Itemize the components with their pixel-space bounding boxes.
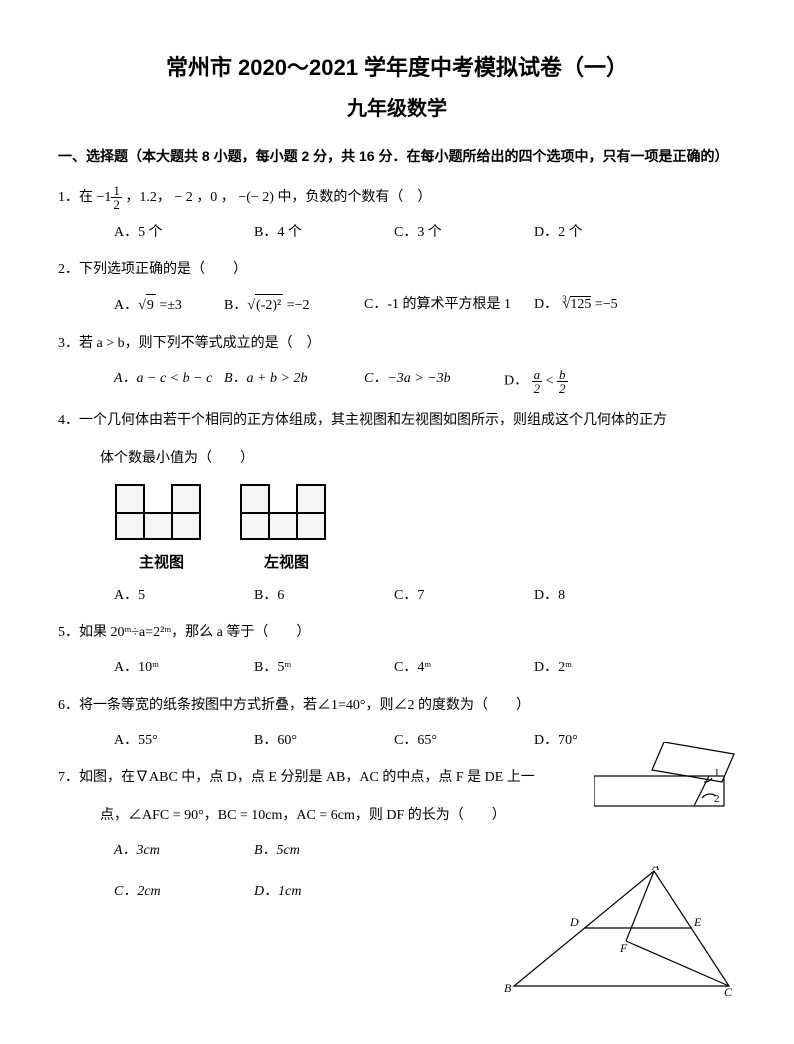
q1-mid2: ，0 ，: [196, 190, 235, 205]
q4-opt-c: C．7: [394, 585, 534, 607]
q3d-a-den: 2: [532, 382, 543, 395]
q2d-post: =−5: [591, 297, 617, 312]
q4-l2: 体个数最小值为（ ）: [58, 445, 736, 473]
fold-label-2: 2: [714, 793, 720, 805]
q7-opt-a: A．3cm: [114, 840, 254, 862]
q1-mid1: ，1.2，: [125, 190, 171, 205]
q5-opt-d: D．2ᵐ: [534, 657, 674, 679]
q1-text: 1．在 −112 ，1.2， − 2 ，0 ， −(− 2) 中，负数的个数有（…: [58, 184, 736, 212]
q3-opt-b: B．a + b > 2b: [224, 368, 364, 395]
q3d-frac-a: a2: [532, 368, 543, 395]
tri-label-f: F: [619, 941, 628, 955]
q4-options: A．5 B．6 C．7 D．8: [58, 585, 736, 607]
left-view-icon: [239, 483, 334, 541]
q1-expr: −(− 2): [238, 190, 274, 205]
q6-text: 6．将一条等宽的纸条按图中方式折叠，若∠1=40°，则∠2 的度数为（ ）: [58, 692, 736, 720]
q3d-b-den: 2: [557, 382, 568, 395]
q2d-rad: 125: [570, 296, 591, 312]
q2a-pre: A．: [114, 298, 138, 313]
q3-text: 3．若 a > b，则下列不等式成立的是（ ）: [58, 330, 736, 358]
q4-opt-b: B．6: [254, 585, 394, 607]
main-view-block: 主视图: [114, 483, 209, 575]
question-2: 2．下列选项正确的是（ ） A． 9 =±3 B． (-2)² =−2 C．-1 的…: [58, 256, 736, 317]
q4-l1: 4．一个几何体由若干个相同的正方体组成，其主视图和左视图如图所示，则组成这个几何…: [58, 407, 736, 435]
left-view-label: 左视图: [239, 551, 334, 575]
q4-opt-a: A．5: [114, 585, 254, 607]
q1-neg1: −1: [97, 190, 112, 205]
q1-post: 中，负数的个数有（ ）: [277, 190, 431, 205]
q1-frac: 12: [111, 184, 122, 211]
sqrt-icon: (-2)²: [247, 294, 283, 317]
tri-label-e: E: [693, 915, 702, 929]
q7-opt-c: C．2cm: [114, 881, 254, 903]
q2b-post: =−2: [283, 298, 309, 313]
sqrt-icon: 9: [138, 294, 156, 317]
q3-opt-a: A．a − c < b − c: [114, 368, 224, 395]
q3d-pre: D．: [504, 373, 528, 388]
triangle-figure: A B C D E F: [504, 866, 734, 1004]
q6-opt-c: C．65°: [394, 730, 534, 752]
main-view-icon: [114, 483, 209, 541]
title-line-1: 常州市 2020～2021 学年度中考模拟试卷（一）: [58, 50, 736, 85]
q1-pre: 1．在: [58, 190, 93, 205]
fold-label-1: 1: [714, 767, 720, 779]
q4-opt-d: D．8: [534, 585, 674, 607]
q3d-frac-b: b2: [557, 368, 568, 395]
triangle-figure-icon: A B C D E F: [504, 866, 734, 996]
q1-opt-c: C．3 个: [394, 222, 534, 244]
q5-opt-a: A．10ᵐ: [114, 657, 254, 679]
q3d-a-num: a: [532, 368, 543, 382]
question-1: 1．在 −112 ，1.2， − 2 ，0 ， −(− 2) 中，负数的个数有（…: [58, 184, 736, 244]
q1-frac-den: 2: [111, 198, 122, 211]
question-3: 3．若 a > b，则下列不等式成立的是（ ） A．a − c < b − c …: [58, 330, 736, 395]
q2-text: 2．下列选项正确的是（ ）: [58, 256, 736, 284]
main-view-label: 主视图: [114, 551, 209, 575]
q2a-post: =±3: [156, 298, 182, 313]
tri-label-c: C: [724, 985, 733, 996]
tri-label-a: A: [651, 866, 660, 873]
fold-figure-icon: 1 2: [594, 742, 754, 822]
q5-opt-b: B．5ᵐ: [254, 657, 394, 679]
q2b-pre: B．: [224, 298, 247, 313]
question-5: 5．如果 20ᵐ÷a=2²ᵐ，那么 a 等于（ ） A．10ᵐ B．5ᵐ C．4…: [58, 619, 736, 679]
q2-options: A． 9 =±3 B． (-2)² =−2 C．-1 的算术平方根是 1 D．3√1…: [58, 294, 736, 317]
q2d-idx: 3: [562, 294, 567, 304]
q1-dash2: − 2: [174, 190, 192, 205]
q2-opt-d: D．3√125 =−5: [534, 294, 674, 317]
q3-opt-c: C．−3a > −3b: [364, 368, 504, 395]
q3d-b-num: b: [557, 368, 568, 382]
q2-opt-a: A． 9 =±3: [114, 294, 224, 317]
q2-opt-b: B． (-2)² =−2: [224, 294, 364, 317]
q5-options: A．10ᵐ B．5ᵐ C．4ᵐ D．2ᵐ: [58, 657, 736, 679]
q7-opt-d: D．1cm: [254, 881, 394, 903]
tri-label-d: D: [569, 915, 579, 929]
q3d-lt: <: [546, 373, 557, 388]
q2-opt-c: C．-1 的算术平方根是 1: [364, 294, 534, 317]
q2b-rad: (-2)²: [255, 294, 283, 317]
q3-opt-d: D． a2 < b2: [504, 368, 644, 395]
q4-views: 主视图 左视图: [58, 483, 736, 575]
q5-opt-c: C．4ᵐ: [394, 657, 534, 679]
cuberoot-icon: 3√125: [558, 294, 591, 316]
q2d-pre: D．: [534, 297, 558, 312]
title-line-2: 九年级数学: [58, 93, 736, 125]
fold-figure: 1 2: [594, 742, 754, 830]
q1-opt-d: D．2 个: [534, 222, 674, 244]
q3-options: A．a − c < b − c B．a + b > 2b C．−3a > −3b…: [58, 368, 736, 395]
q1-frac-num: 1: [111, 184, 122, 198]
left-view-block: 左视图: [239, 483, 334, 575]
question-4: 4．一个几何体由若干个相同的正方体组成，其主视图和左视图如图所示，则组成这个几何…: [58, 407, 736, 608]
q1-opt-b: B．4 个: [254, 222, 394, 244]
q5-text: 5．如果 20ᵐ÷a=2²ᵐ，那么 a 等于（ ）: [58, 619, 736, 647]
q1-options: A．5 个 B．4 个 C．3 个 D．2 个: [58, 222, 736, 244]
q6-opt-a: A．55°: [114, 730, 254, 752]
q6-opt-b: B．60°: [254, 730, 394, 752]
section-1-heading: 一、选择题（本大题共 8 小题，每小题 2 分，共 16 分．在每小题所给出的四…: [58, 143, 736, 170]
q2a-rad: 9: [146, 294, 156, 317]
q7-opt-b: B．5cm: [254, 840, 394, 862]
tri-label-b: B: [504, 981, 512, 995]
q1-opt-a: A．5 个: [114, 222, 254, 244]
